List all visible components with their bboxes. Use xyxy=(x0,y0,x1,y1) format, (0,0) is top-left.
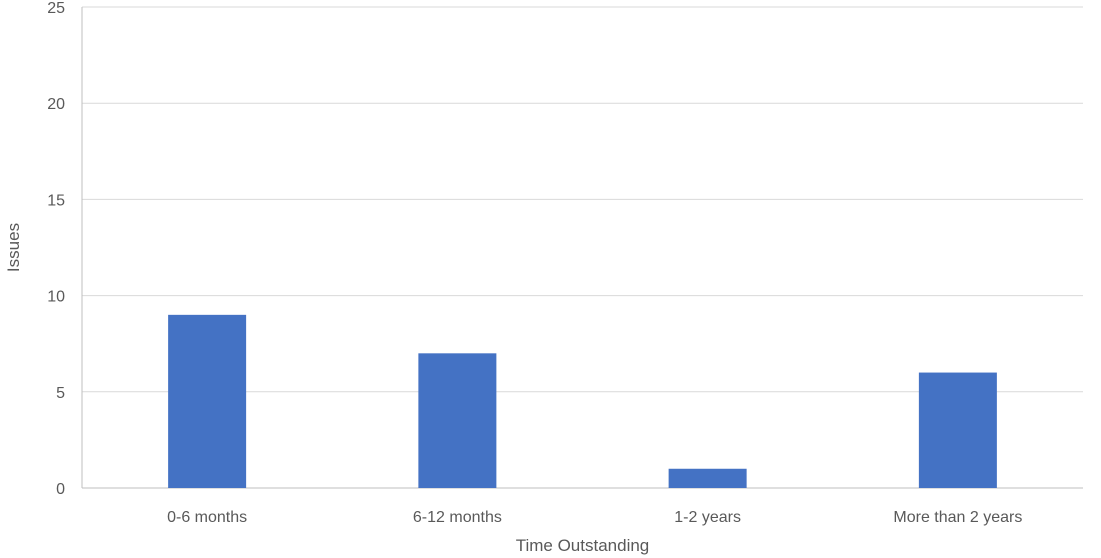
y-tick-label: 20 xyxy=(47,96,65,113)
y-axis-ticks: 0 5 10 15 20 25 xyxy=(47,0,65,498)
y-tick-label: 5 xyxy=(56,385,65,402)
gridlines xyxy=(81,6,1083,489)
y-axis-title: Issues xyxy=(4,223,23,272)
y-tick-label: 10 xyxy=(47,289,65,306)
x-tick-label: 0-6 months xyxy=(167,509,247,526)
y-tick-label: 25 xyxy=(47,0,65,17)
bar xyxy=(918,372,997,488)
bar xyxy=(168,314,247,488)
x-tick-label: 6-12 months xyxy=(413,509,502,526)
bar xyxy=(668,468,747,488)
x-tick-label: 1-2 years xyxy=(674,509,741,526)
bar xyxy=(418,353,497,488)
y-tick-label: 0 xyxy=(56,481,65,498)
x-axis-title: Time Outstanding xyxy=(516,536,650,555)
x-tick-label: More than 2 years xyxy=(893,509,1022,526)
x-axis-ticks: 0-6 months 6-12 months 1-2 years More than … xyxy=(167,509,1022,526)
bars xyxy=(168,314,997,488)
y-tick-label: 15 xyxy=(47,192,65,209)
